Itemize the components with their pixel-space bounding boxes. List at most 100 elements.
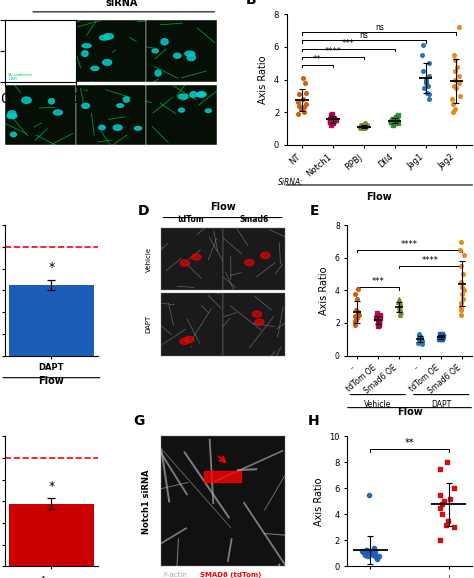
Point: [460, 286, 467, 295]
Point: [417, 333, 425, 342]
Point: [395, 294, 402, 303]
Point: [456, 245, 464, 254]
Point: [297, 104, 305, 113]
Point: [419, 67, 427, 76]
Point: [396, 309, 404, 318]
Point: [436, 464, 444, 473]
Point: [394, 111, 402, 120]
Point: [396, 301, 404, 310]
Text: Flow: Flow: [366, 191, 392, 202]
Point: [374, 312, 381, 321]
Point: [451, 104, 459, 113]
Point: [449, 108, 456, 117]
Point: [425, 94, 432, 103]
Point: [369, 550, 377, 560]
Text: Jag1: Jag1: [101, 83, 120, 92]
Point: [360, 124, 367, 133]
Point: [422, 78, 430, 87]
Point: [367, 547, 375, 557]
Point: [456, 78, 463, 87]
Point: [438, 330, 446, 339]
Point: [374, 309, 381, 318]
Point: [295, 98, 302, 107]
Text: G: G: [133, 414, 145, 428]
Point: [332, 116, 339, 125]
Point: [450, 81, 458, 91]
Point: [425, 72, 433, 81]
Point: [458, 299, 465, 308]
Point: [416, 335, 423, 344]
Y-axis label: Axis Ratio: Axis Ratio: [319, 266, 329, 314]
Point: [351, 320, 358, 329]
Point: [359, 547, 367, 557]
Text: ****: ****: [324, 47, 341, 56]
Point: [452, 67, 459, 76]
Point: [357, 120, 365, 129]
Point: [294, 109, 302, 118]
Point: [355, 310, 363, 320]
Point: [392, 112, 400, 121]
Point: [356, 122, 364, 131]
Text: E: E: [310, 203, 319, 217]
Text: Notch1 siRNA: Notch1 siRNA: [142, 469, 151, 533]
Point: [374, 554, 381, 563]
Point: [395, 305, 402, 314]
Point: [436, 335, 443, 344]
Point: [423, 88, 431, 97]
Point: [299, 94, 307, 103]
Point: [444, 458, 451, 467]
Point: [389, 120, 397, 129]
Text: NT: NT: [34, 18, 46, 27]
Point: [396, 299, 404, 308]
Point: [362, 547, 370, 557]
Point: [436, 536, 444, 545]
Point: [351, 289, 359, 298]
Text: *: *: [48, 261, 55, 274]
Point: [326, 116, 334, 125]
Point: [460, 250, 467, 260]
Text: SMAD6 (tdTom): SMAD6 (tdTom): [201, 572, 262, 577]
Point: [396, 303, 403, 313]
Point: [449, 94, 456, 103]
Point: [355, 309, 362, 318]
Point: [418, 335, 425, 344]
Point: [327, 114, 334, 123]
Point: [351, 312, 359, 321]
Point: [376, 320, 383, 329]
Text: ****: ****: [422, 256, 439, 265]
Point: [420, 83, 428, 92]
Text: D: D: [138, 203, 150, 217]
Point: [451, 75, 458, 84]
Point: [394, 297, 402, 306]
Text: *: *: [48, 480, 55, 492]
Point: [457, 305, 465, 314]
Point: [327, 112, 334, 121]
Point: [327, 117, 334, 127]
Point: [300, 102, 308, 112]
Text: ***: ***: [372, 277, 384, 286]
Point: [415, 331, 423, 340]
Point: [453, 62, 461, 71]
Point: [395, 119, 402, 128]
Point: [457, 237, 465, 246]
Point: [328, 109, 336, 118]
Point: [295, 90, 303, 99]
Point: [450, 523, 457, 532]
Text: Smad6: Smad6: [239, 215, 268, 224]
Point: [397, 307, 404, 316]
Point: [329, 119, 337, 128]
Point: [446, 494, 454, 503]
Point: [455, 23, 463, 32]
Point: [451, 55, 458, 65]
Point: [459, 294, 467, 303]
Point: [458, 289, 466, 298]
Point: [300, 108, 308, 117]
Point: [456, 91, 464, 101]
Point: [426, 90, 433, 99]
Point: [352, 315, 360, 324]
Text: ****: ****: [401, 240, 418, 249]
Point: [425, 58, 433, 68]
Point: [360, 124, 368, 133]
Point: [438, 333, 446, 342]
Point: [438, 335, 446, 344]
